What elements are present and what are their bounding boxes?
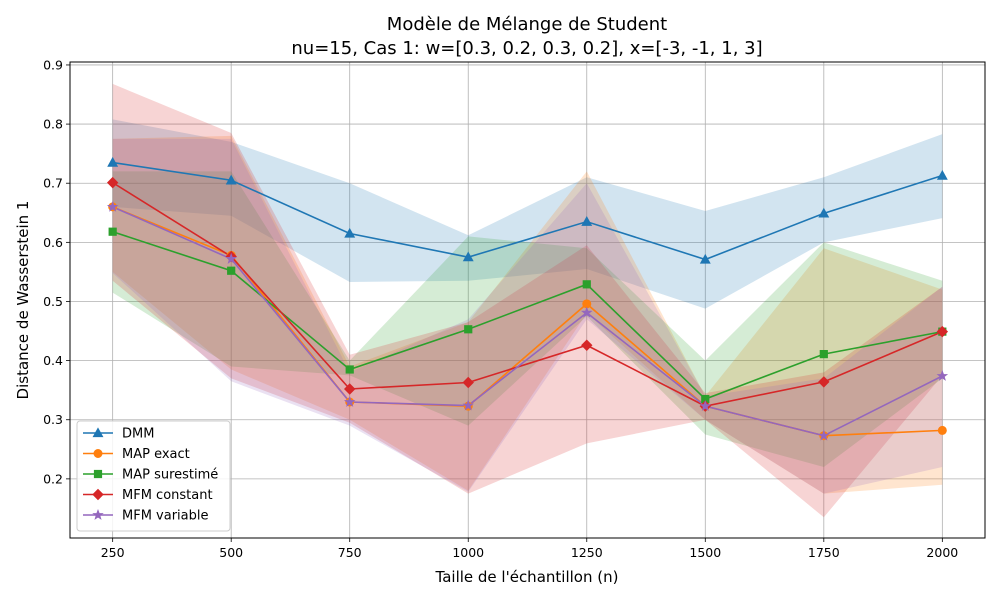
y-tick-label: 0.6 — [43, 235, 63, 250]
point-series-5 — [581, 306, 593, 318]
x-tick-label: 250 — [101, 545, 125, 560]
x-tick-label: 500 — [219, 545, 243, 560]
y-tick-label: 0.9 — [43, 57, 63, 72]
point-series-3 — [345, 365, 354, 374]
point-series-4 — [936, 325, 949, 338]
y-tick-label: 0.7 — [43, 176, 63, 191]
point-series-1 — [581, 216, 593, 226]
band-series-3 — [112, 171, 943, 468]
point-series-4 — [106, 176, 119, 189]
x-axis-label: Taille de l'échantillon (n) — [435, 568, 619, 586]
point-series-1 — [107, 156, 119, 167]
line-series-3 — [112, 230, 943, 400]
legend-marker — [93, 449, 103, 458]
x-tick-label: 1250 — [571, 545, 603, 560]
legend-box — [76, 420, 231, 532]
legend-marker — [92, 488, 104, 501]
point-series-1 — [936, 169, 948, 180]
line-series-5 — [112, 206, 943, 437]
y-tick-label: 0.8 — [43, 117, 63, 132]
x-tick-label: 1500 — [689, 545, 721, 560]
point-series-3 — [819, 350, 828, 359]
series-lines — [112, 161, 943, 437]
point-series-1 — [344, 227, 356, 238]
legend-label: MAP exact — [122, 447, 190, 462]
legend: DMM MAP exact MAP surestimé MFM constant MFM… — [76, 420, 231, 532]
legend-label: MFM constant — [122, 488, 213, 503]
legend-marker — [92, 427, 104, 438]
y-axis-label: Distance de Wasserstein 1 — [14, 201, 32, 400]
point-series-3 — [108, 227, 117, 236]
series-markers — [106, 156, 949, 441]
band-series-4 — [112, 83, 943, 518]
point-series-1 — [818, 207, 830, 218]
axis-ticks: 250 500 750 1000 1250 1500 1750 2000 0.2 0.3 0.4 0.… — [43, 57, 958, 560]
x-tick-label: 1000 — [452, 545, 484, 560]
legend-marker — [93, 469, 103, 479]
point-series-5 — [936, 369, 949, 381]
y-tick-label: 0.3 — [43, 412, 63, 427]
point-series-4 — [581, 339, 593, 351]
y-tick-label: 0.4 — [43, 353, 63, 368]
point-series-2 — [582, 299, 592, 309]
legend-label: MFM variable — [122, 509, 209, 524]
plot-frame — [69, 61, 986, 539]
point-series-5 — [462, 399, 474, 411]
x-tick-label: 1750 — [808, 545, 840, 560]
point-series-1 — [699, 253, 711, 264]
point-series-5 — [343, 395, 356, 407]
point-series-4 — [462, 376, 474, 389]
line-series-1 — [112, 161, 943, 261]
y-tick-label: 0.5 — [43, 294, 63, 309]
point-series-5 — [699, 400, 712, 412]
point-series-5 — [225, 252, 237, 264]
chart-subtitle: nu=15, Cas 1: w=[0.3, 0.2, 0.3, 0.2], x=… — [291, 38, 762, 59]
point-series-1 — [225, 174, 237, 185]
point-series-3 — [227, 266, 236, 275]
legend-label: DMM — [122, 427, 154, 442]
y-tick-label: 0.2 — [43, 471, 63, 486]
legend-label: MAP surestimé — [122, 468, 218, 483]
point-series-3 — [582, 280, 591, 289]
confidence-bands — [112, 83, 943, 518]
band-series-2 — [112, 135, 943, 494]
band-series-5 — [112, 138, 943, 494]
point-series-3 — [464, 325, 473, 334]
point-series-5 — [818, 429, 830, 441]
point-series-4 — [818, 376, 830, 388]
x-tick-label: 2000 — [926, 545, 958, 560]
point-series-4 — [344, 383, 356, 395]
legend-marker — [92, 508, 104, 520]
point-series-2 — [937, 425, 947, 435]
point-series-5 — [106, 200, 119, 212]
line-series-4 — [112, 181, 943, 407]
chart-title: Modèle de Mélange de Student — [387, 14, 667, 35]
band-series-1 — [112, 119, 943, 309]
point-series-1 — [462, 251, 474, 262]
x-tick-label: 750 — [338, 545, 362, 560]
